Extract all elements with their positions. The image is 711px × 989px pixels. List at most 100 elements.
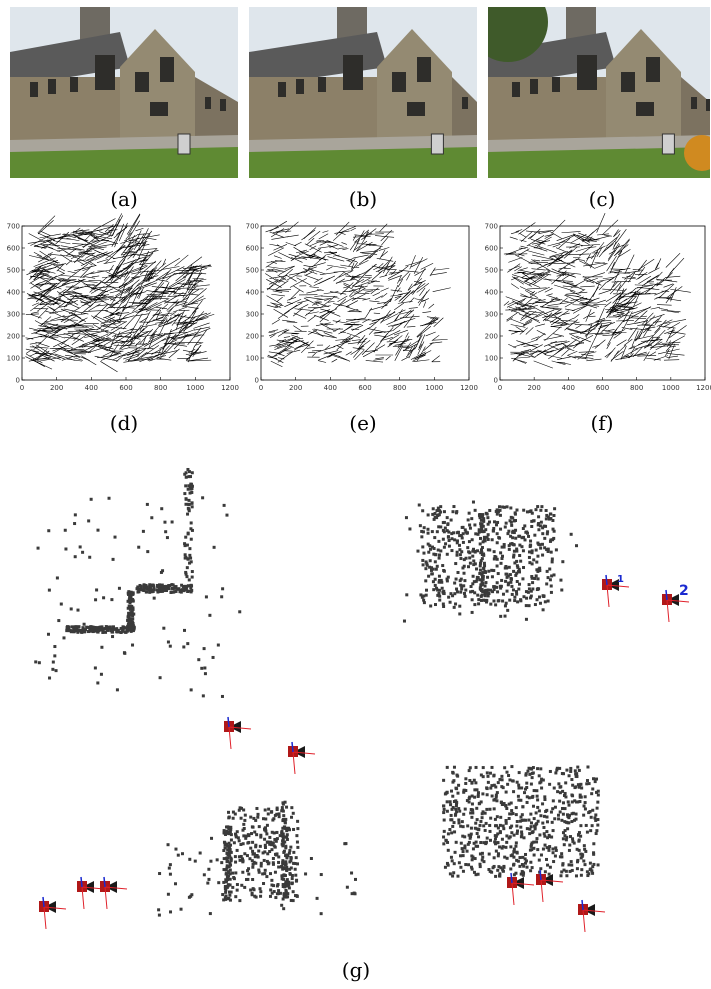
- point: [511, 530, 515, 534]
- point: [461, 532, 465, 536]
- vector-mark: [33, 334, 50, 351]
- point: [571, 794, 575, 798]
- point: [270, 810, 274, 814]
- point: [492, 588, 496, 592]
- point: [87, 626, 91, 630]
- point: [272, 831, 276, 835]
- vector-mark: [530, 350, 538, 356]
- point: [522, 535, 526, 539]
- point: [533, 825, 537, 829]
- vector-mark: [519, 313, 540, 321]
- vector-mark: [30, 235, 50, 246]
- point: [483, 537, 487, 541]
- point: [344, 842, 348, 846]
- point: [495, 557, 499, 561]
- gable-wing: [606, 29, 681, 147]
- vector-mark: [93, 218, 116, 231]
- point: [284, 817, 288, 821]
- vector-mark: [49, 307, 58, 313]
- vector-mark: [34, 242, 45, 247]
- point: [578, 800, 582, 804]
- vector-mark: [407, 278, 423, 291]
- point: [437, 553, 441, 557]
- point: [124, 630, 128, 634]
- point: [181, 584, 185, 588]
- point: [481, 766, 485, 770]
- point: [512, 873, 516, 877]
- vector-mark: [266, 304, 277, 308]
- point: [571, 837, 575, 841]
- point: [570, 868, 574, 872]
- point: [142, 589, 146, 593]
- vector-mark: [268, 328, 288, 337]
- point: [589, 829, 593, 833]
- point: [203, 666, 207, 670]
- camera-frustum: [583, 904, 595, 916]
- point: [461, 850, 465, 854]
- vector-mark: [123, 359, 141, 363]
- point: [514, 813, 518, 817]
- point: [530, 771, 534, 775]
- point: [497, 505, 501, 509]
- camera-axis-z: [665, 589, 668, 601]
- vector-mark: [159, 318, 168, 335]
- vector-mark: [561, 231, 581, 234]
- vector-mark: [351, 272, 365, 279]
- vector-mark: [389, 334, 400, 341]
- point: [572, 841, 576, 845]
- point: [280, 865, 284, 869]
- vector-mark: [166, 313, 180, 322]
- point: [229, 825, 233, 829]
- vector-mark: [548, 230, 562, 239]
- vector-mark: [343, 286, 350, 289]
- vector-mark: [552, 307, 563, 310]
- point: [285, 853, 289, 857]
- point: [190, 584, 194, 588]
- vector-mark: [86, 259, 97, 267]
- vector-mark: [113, 225, 129, 239]
- vector-mark: [544, 327, 561, 342]
- vector-mark: [144, 334, 166, 347]
- point: [482, 860, 486, 864]
- vector-mark: [637, 323, 651, 326]
- vector-mark: [615, 238, 630, 256]
- vector-mark: [73, 319, 85, 326]
- point: [500, 837, 504, 841]
- point: [591, 787, 595, 791]
- vector-mark: [633, 291, 641, 307]
- point: [544, 508, 548, 512]
- point: [476, 872, 480, 876]
- vector-mark: [629, 317, 647, 319]
- point: [525, 786, 529, 790]
- point: [451, 874, 455, 878]
- point: [187, 475, 191, 479]
- point: [511, 779, 515, 783]
- vector-mark: [359, 251, 375, 265]
- point: [105, 625, 109, 629]
- point: [450, 831, 454, 835]
- vector-mark: [42, 330, 57, 333]
- point: [592, 777, 596, 781]
- vector-mark: [352, 234, 357, 241]
- vector-mark: [317, 245, 336, 249]
- point: [262, 882, 266, 886]
- point: [186, 487, 190, 491]
- vector-mark: [303, 297, 319, 306]
- point: [515, 549, 519, 553]
- vector-mark: [380, 310, 391, 324]
- point: [478, 542, 482, 546]
- vector-mark: [515, 229, 523, 233]
- point: [510, 523, 514, 527]
- point: [525, 510, 529, 514]
- vector-mark: [617, 296, 625, 300]
- vector-mark: [645, 326, 656, 330]
- vector-mark: [512, 300, 527, 308]
- window: [552, 77, 560, 92]
- point: [187, 498, 191, 502]
- point: [280, 877, 284, 881]
- point: [493, 834, 497, 838]
- point: [459, 824, 463, 828]
- point: [499, 527, 503, 531]
- point: [510, 592, 514, 596]
- camera-frustum: [82, 881, 94, 893]
